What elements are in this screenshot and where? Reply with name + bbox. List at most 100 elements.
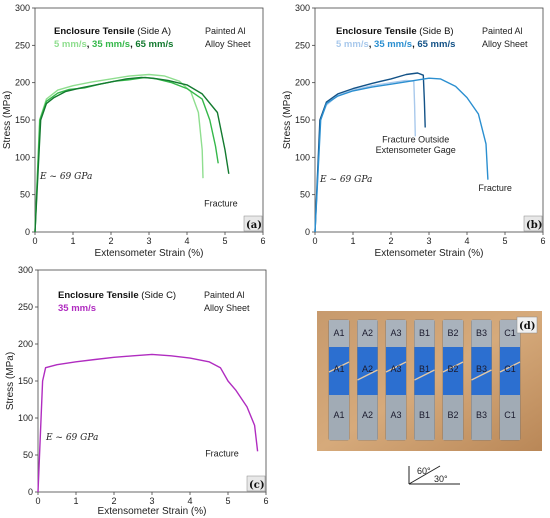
axis-ticks-a: 0 1 2 3 4 5 6 0 50 100 150 200 250 300 <box>15 3 266 246</box>
modulus-label-b: E ~ 69 GPa <box>319 175 372 185</box>
strip-label-bottom: C1 <box>504 410 516 420</box>
x-axis-label-b: Extensometer Strain (%) <box>375 248 484 259</box>
series-line-1 <box>37 353 259 493</box>
rate-legend-entry: 35 mm/s <box>58 303 96 314</box>
x-tick-label: 4 <box>464 236 469 246</box>
y-tick-label: 50 <box>300 190 310 200</box>
rate-legend-entry: , <box>87 39 92 50</box>
specimen-strips: A1A1A1A2A2A2A3A3A3B1B1B1B2B2B2B3B3B3C1C1… <box>328 319 521 441</box>
series-group-c <box>37 353 259 493</box>
material-line1-b: Painted Al <box>482 26 523 36</box>
modulus-label-a: E ~ 69 GPa <box>39 172 92 182</box>
strip-label-mid: C1 <box>504 364 516 374</box>
y-tick-label: 100 <box>15 152 30 162</box>
axis-ticks-c: 0 1 2 3 4 5 6 0 50 100 150 200 250 300 <box>18 265 269 506</box>
material-line2-b: Alloy Sheet <box>482 39 528 49</box>
rate-legend-entry: , <box>130 39 135 50</box>
angle-upper-label: 60° <box>417 466 431 476</box>
strip-label-bottom: B2 <box>447 410 458 420</box>
y-tick-label: 200 <box>18 339 33 349</box>
specimen-strip: B1 B1 B1 <box>414 319 435 441</box>
panel-tag-c: (c) <box>246 475 266 492</box>
rate-legend-b: 5 mm/s, 35 mm/s, 65 mm/s <box>336 39 455 50</box>
y-tick-label: 300 <box>18 265 33 275</box>
material-line1-a: Painted Al <box>205 26 246 36</box>
annotations-a: Fracture <box>204 199 238 209</box>
strip-label-top: B1 <box>419 328 430 338</box>
material-line2-c: Alloy Sheet <box>204 303 250 313</box>
strip-label-mid: B3 <box>476 364 487 374</box>
axis-ticks-b: 0 1 2 3 4 5 6 0 50 100 150 200 250 300 <box>295 3 546 246</box>
annotation-label: Fracture <box>204 199 238 209</box>
strip-label-mid: B2 <box>447 364 458 374</box>
svg-text:(d): (d) <box>519 321 535 332</box>
chart-title-a: Enclosure Tensile (Side A) <box>54 26 171 37</box>
specimen-strip: B2 B2 B2 <box>442 319 464 441</box>
series-group-b <box>314 72 489 233</box>
rate-legend-entry: 35 mm/s <box>374 39 412 50</box>
material-line1-c: Painted Al <box>204 290 245 300</box>
x-tick-label: 1 <box>350 236 355 246</box>
x-tick-label: 4 <box>187 496 192 506</box>
annotation-label: Extensometer Gage <box>376 145 456 155</box>
y-tick-label: 150 <box>18 376 33 386</box>
annotation-label: Fracture <box>205 448 239 458</box>
y-axis-label-a: Stress (MPa) <box>2 91 13 149</box>
series-line-2 <box>34 76 219 233</box>
x-tick-label: 3 <box>149 496 154 506</box>
y-tick-label: 200 <box>15 78 30 88</box>
y-tick-label: 100 <box>18 413 33 423</box>
strip-label-mid: A3 <box>390 364 401 374</box>
specimen-strip: A2 A2 A2 <box>357 319 378 441</box>
x-tick-label: 3 <box>426 236 431 246</box>
specimen-strip: A3 A3 A3 <box>385 319 407 441</box>
y-tick-label: 100 <box>295 152 310 162</box>
rate-legend-entry: , <box>369 39 374 50</box>
strip-label-bottom: A1 <box>333 410 344 420</box>
svg-text:(b): (b) <box>526 220 542 231</box>
x-tick-label: 1 <box>73 496 78 506</box>
rate-legend-entry: 35 mm/s <box>92 39 130 50</box>
y-tick-label: 150 <box>295 115 310 125</box>
rate-legend-entry: , <box>412 39 417 50</box>
x-axis-label-c: Extensometer Strain (%) <box>98 506 207 517</box>
x-tick-label: 5 <box>502 236 507 246</box>
chart-panel-c: 0 1 2 3 4 5 6 0 50 100 150 200 250 300 Enclosure Tens… <box>5 265 269 517</box>
x-tick-label: 3 <box>146 236 151 246</box>
panel-tag-b: (b) <box>523 215 542 232</box>
series-line-3 <box>314 77 489 233</box>
strip-label-top: A2 <box>362 328 373 338</box>
strip-label-top: B2 <box>447 328 458 338</box>
x-tick-label: 2 <box>108 236 113 246</box>
x-tick-label: 2 <box>111 496 116 506</box>
y-tick-label: 250 <box>18 302 33 312</box>
x-tick-label: 6 <box>540 236 545 246</box>
plot-frame-b <box>314 7 544 233</box>
x-tick-label: 4 <box>184 236 189 246</box>
rate-legend-entry: 5 mm/s <box>54 39 87 50</box>
y-tick-label: 250 <box>15 40 30 50</box>
y-tick-label: 0 <box>28 487 33 497</box>
panel-tag-d: (d) <box>516 316 538 334</box>
y-axis-label-b: Stress (MPa) <box>282 91 293 149</box>
strip-label-top: C1 <box>504 328 516 338</box>
y-tick-label: 50 <box>23 450 33 460</box>
strip-label-mid: A1 <box>333 364 344 374</box>
rate-legend-entry: 65 mm/s <box>135 39 173 50</box>
y-tick-label: 250 <box>295 40 310 50</box>
specimen-strip: B3 B3 B3 <box>471 319 492 441</box>
svg-text:(c): (c) <box>249 480 265 491</box>
strip-label-bottom: A3 <box>390 410 401 420</box>
series-group-a <box>34 73 230 233</box>
y-axis-label-c: Stress (MPa) <box>5 352 16 410</box>
rate-legend-a: 5 mm/s, 35 mm/s, 65 mm/s <box>54 39 173 50</box>
y-tick-label: 300 <box>295 3 310 13</box>
x-tick-label: 1 <box>70 236 75 246</box>
annotation-label: Fracture Outside <box>382 134 449 144</box>
strip-label-top: A1 <box>333 328 344 338</box>
strip-label-top: B3 <box>476 328 487 338</box>
strip-label-bottom: B1 <box>419 410 430 420</box>
strip-label-mid: A2 <box>362 364 373 374</box>
